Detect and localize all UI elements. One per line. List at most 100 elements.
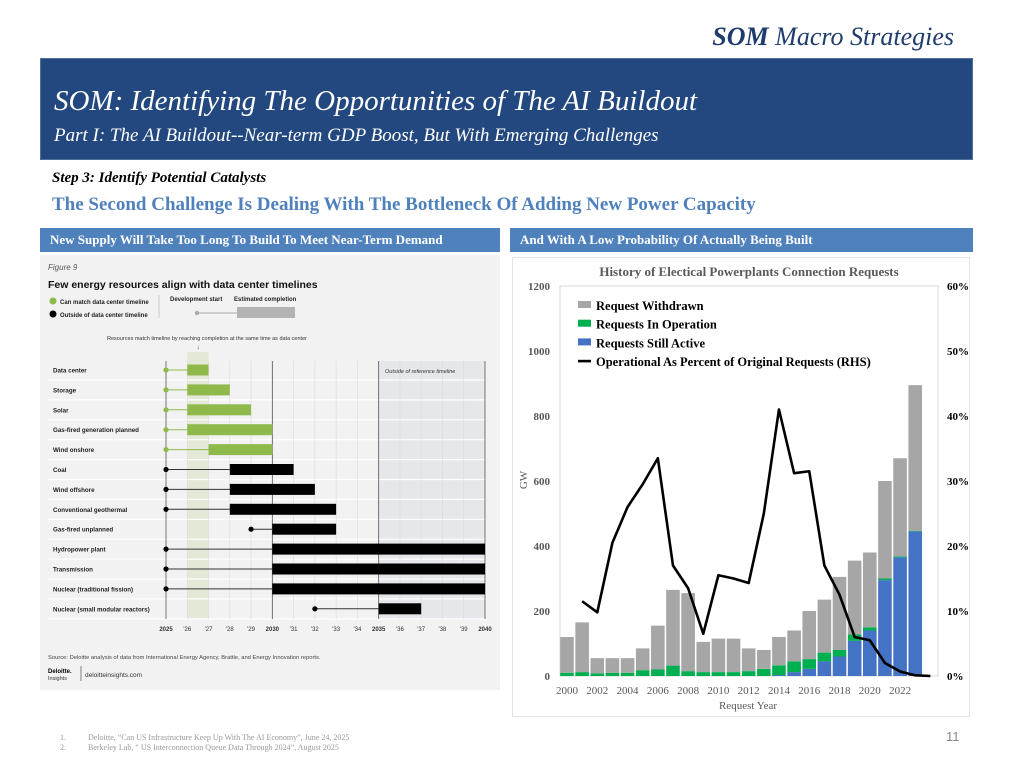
dev-start-dot [163,447,169,453]
legend-green-dot [49,297,57,305]
row-label: Solar [53,407,69,414]
completion-bar [208,444,273,456]
row-label: Wind onshore [53,447,95,454]
bar-request-withdrawn [863,552,877,628]
chart-title: History of Electical Powerplants Connect… [599,264,898,279]
title-banner: SOM: Identifying The Opportunities of Th… [40,58,973,160]
bar-requests-still-active [893,557,907,676]
footnote-number: 1. [60,733,66,742]
row-label: Gas-fired generation planned [53,427,139,434]
bar-requests-in-operation [893,556,907,558]
bar-requests-still-active [817,661,832,676]
y2-tick-label: 50% [947,346,969,358]
x-tick-label: '36 [396,627,404,633]
legend-label: Request Withdrawn [596,299,704,313]
dev-start-dot [163,367,169,373]
x-tick-label: '34 [353,627,361,633]
bar-request-withdrawn [772,637,786,666]
footnote-number: 2. [60,743,66,752]
bar-request-withdrawn [590,658,605,674]
bar-request-withdrawn [696,641,711,673]
bar-requests-in-operation [741,671,756,676]
y2-tick-label: 30% [947,476,969,488]
match-band-shade [187,352,209,619]
row-label: Coal [53,467,67,474]
bar-request-withdrawn [726,638,741,673]
slide-subtitle: Part I: The AI Buildout--Near-term GDP B… [54,125,659,146]
completion-bar [272,523,337,535]
dev-start-dot [163,586,169,592]
completion-bar [378,603,422,615]
legend-swatch [578,338,591,346]
x-tick-label: 2025 [159,627,173,633]
bar-request-withdrawn [605,658,620,673]
y-axis-label: GW [518,470,530,489]
x-tick-label: '37 [417,627,425,633]
bar-request-withdrawn [560,637,574,673]
bar-request-withdrawn [878,481,892,579]
bar-request-withdrawn [741,648,756,672]
figure-label: Figure 9 [48,263,78,272]
x-tick-label: '27 [205,627,213,633]
y-tick-label: 0 [545,671,551,683]
bar-request-withdrawn [802,611,817,660]
completion-bar [272,583,485,595]
y2-tick-label: 60% [947,281,969,293]
timeline-annotation: Resources match timeline by reaching com… [107,336,307,342]
bar-request-withdrawn [817,599,832,653]
legend-black-dot [49,310,57,318]
bar-requests-in-operation [560,672,574,676]
brand-title: SOM Macro Strategies [712,22,954,52]
step-label: Step 3: Identify Potential Catalysts [52,170,267,186]
row-label: Transmission [53,567,93,574]
bar-request-withdrawn [651,625,665,670]
completion-bar [187,404,252,416]
x-tick-label: 2040 [478,627,492,633]
bar-requests-in-operation [863,627,877,631]
bar-requests-still-active [787,672,801,676]
legend-swatch [578,319,591,327]
outside-timeline-label: Outside of reference timeline [385,369,455,375]
completion-bar [272,543,485,555]
bar-requests-in-operation [802,659,817,669]
legend-black-label: Outside of data center timeline [60,313,148,319]
completion-bar [229,483,315,495]
bar-requests-still-active [863,630,877,676]
deloitte-logo: Deloitte. [48,669,72,675]
y-tick-label: 1000 [528,346,551,358]
x-tick-label: '39 [460,627,468,633]
x-tick-label: '31 [290,627,298,633]
dev-start-dot [248,526,254,532]
bar-requests-in-operation [757,668,771,676]
bar-requests-still-active [878,580,892,676]
completion-bar [187,384,230,396]
bar-requests-still-active [832,656,847,676]
row-label: Data center [53,368,87,375]
requests-chart: History of Electical Powerplants Connect… [518,264,969,712]
completion-bar [187,424,273,436]
row-label: Conventional geothermal [53,507,128,514]
bar-requests-in-operation [908,530,923,532]
x-tick-label: 2008 [677,685,700,697]
source-note: Source: Deloitte analysis of data from I… [48,655,321,661]
bar-requests-in-operation [817,652,832,662]
bar-request-withdrawn [787,630,801,662]
row-label: Gas-fired unplanned [53,527,113,534]
x-tick-label: '26 [183,627,191,633]
y2-tick-label: 10% [947,606,969,618]
footnote-text: Deloitte, “Can US Infrastructure Keep Up… [88,733,350,742]
bar-request-withdrawn [757,650,771,669]
dev-start-dot [312,606,318,612]
bar-requests-in-operation [651,669,665,676]
x-tick-label: 2002 [586,685,608,697]
x-tick-label: 2006 [647,685,670,697]
completion-bar [272,563,485,575]
bar-request-withdrawn [893,458,907,557]
row-label: Wind offshore [53,487,95,494]
x-tick-label: 2010 [707,685,730,697]
completion-bar [229,503,337,515]
bar-requests-in-operation [878,578,892,581]
footnote-text: Berkeley Lab, “ US Interconnection Queue… [88,743,339,752]
dev-start-dot [163,486,169,492]
page-number: 11 [946,729,960,744]
